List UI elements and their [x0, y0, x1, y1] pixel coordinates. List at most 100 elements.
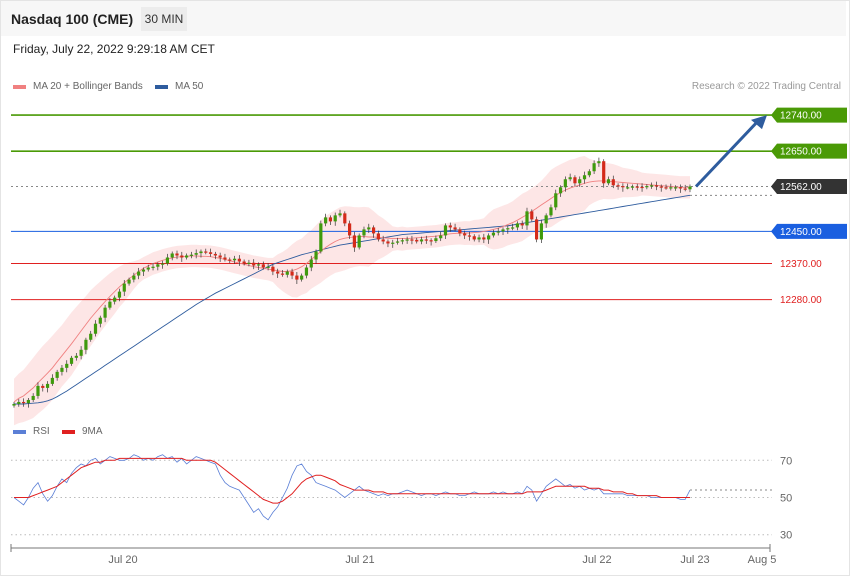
candle-body — [525, 211, 529, 226]
forecast-arrowhead — [751, 115, 767, 130]
x-tick-label: Aug 5 — [748, 554, 777, 566]
legend-9ma-label: 9MA — [82, 426, 103, 437]
candle-body — [405, 239, 409, 241]
candle-body — [491, 232, 496, 236]
candle-body — [443, 225, 448, 236]
candle-body — [439, 235, 443, 239]
candle-body — [587, 171, 591, 176]
candle-body — [261, 264, 265, 268]
rsi-tick-30: 30 — [780, 530, 792, 542]
candle-body — [79, 349, 83, 356]
candle-body — [17, 401, 21, 404]
candle-body — [448, 225, 452, 228]
legend-9ma: 9MA — [62, 426, 103, 437]
candle-body — [285, 271, 289, 275]
candle-body — [400, 240, 404, 242]
candle-body — [189, 254, 193, 256]
candle-body — [616, 185, 620, 187]
candle-body — [549, 207, 553, 216]
timeframe-badge[interactable]: 30 MIN — [141, 7, 187, 31]
candle-body — [21, 401, 26, 404]
rsi-tick-70: 70 — [780, 455, 792, 467]
rsi-tick-50: 50 — [780, 493, 792, 505]
candle-body — [65, 363, 69, 368]
candle-body — [175, 253, 179, 256]
candle-body — [582, 175, 587, 180]
forecast-arrow — [694, 120, 760, 188]
candle-body — [520, 223, 524, 226]
candle-body — [89, 333, 93, 340]
candle-body — [669, 187, 673, 189]
candle-body — [328, 217, 333, 222]
candle-body — [621, 186, 625, 188]
candle-body — [506, 228, 510, 230]
candle-body — [314, 251, 318, 260]
candle-body — [554, 193, 558, 208]
candle-body — [290, 271, 294, 276]
candle-body — [26, 399, 30, 404]
legend-ma20: MA 20 + Bollinger Bands — [13, 81, 143, 92]
candle-body — [645, 186, 649, 188]
candle-body — [343, 213, 347, 224]
legend-rsi: RSI — [13, 426, 50, 437]
candle-body — [501, 229, 505, 232]
candle-body — [496, 231, 500, 233]
candle-body — [674, 187, 678, 189]
candle-body — [391, 242, 395, 244]
rsi-swatch — [13, 429, 26, 434]
candle-body — [333, 215, 337, 222]
candle-body — [156, 264, 160, 267]
candle-body — [348, 223, 352, 236]
candle-body — [55, 371, 59, 378]
candle-body — [93, 323, 98, 334]
x-tick-label: Jul 21 — [345, 554, 374, 566]
level-label-12740: 12740.00 — [780, 111, 822, 122]
candle-body — [141, 269, 146, 272]
candle-body — [247, 262, 251, 264]
candle-body — [386, 241, 390, 244]
candle-body — [223, 257, 227, 260]
candle-body — [467, 235, 472, 237]
candle-body — [568, 177, 572, 180]
candle-body — [463, 233, 467, 236]
candle-body — [36, 385, 40, 396]
candle-body — [453, 227, 457, 230]
candle-body — [626, 187, 630, 189]
candle-body — [266, 266, 270, 268]
candle-body — [352, 235, 356, 248]
candle-body — [232, 258, 237, 261]
candle-body — [650, 185, 654, 187]
candle-body — [122, 283, 126, 292]
candle-body — [98, 317, 102, 324]
candle-body — [199, 251, 203, 254]
candle-body — [395, 241, 400, 243]
candle-body — [410, 239, 414, 241]
x-tick-label: Jul 20 — [108, 554, 137, 566]
candle-body — [597, 161, 601, 164]
candle-body — [103, 307, 107, 318]
candle-body — [472, 236, 476, 240]
candle-body — [271, 266, 275, 272]
candle-body — [127, 279, 131, 284]
candle-body — [434, 238, 438, 242]
candle-body — [511, 227, 515, 229]
candle-body — [151, 266, 155, 268]
rsi-series-9MA — [14, 457, 690, 504]
candle-body — [367, 227, 371, 230]
candle-body — [170, 253, 174, 258]
candle-body — [654, 185, 659, 187]
candle-body — [41, 385, 45, 388]
candle-body — [208, 252, 213, 254]
instrument-title: Nasdaq 100 (CME) — [11, 11, 134, 27]
x-tick-label: Jul 22 — [582, 554, 611, 566]
candle-body — [242, 261, 246, 264]
candle-body — [558, 187, 563, 194]
candle-body — [381, 239, 385, 242]
candle-body — [204, 251, 208, 253]
candle-body — [544, 215, 548, 224]
candle-body — [688, 186, 692, 190]
candle-body — [218, 255, 222, 258]
candle-body — [31, 395, 35, 400]
candle-body — [338, 213, 342, 216]
